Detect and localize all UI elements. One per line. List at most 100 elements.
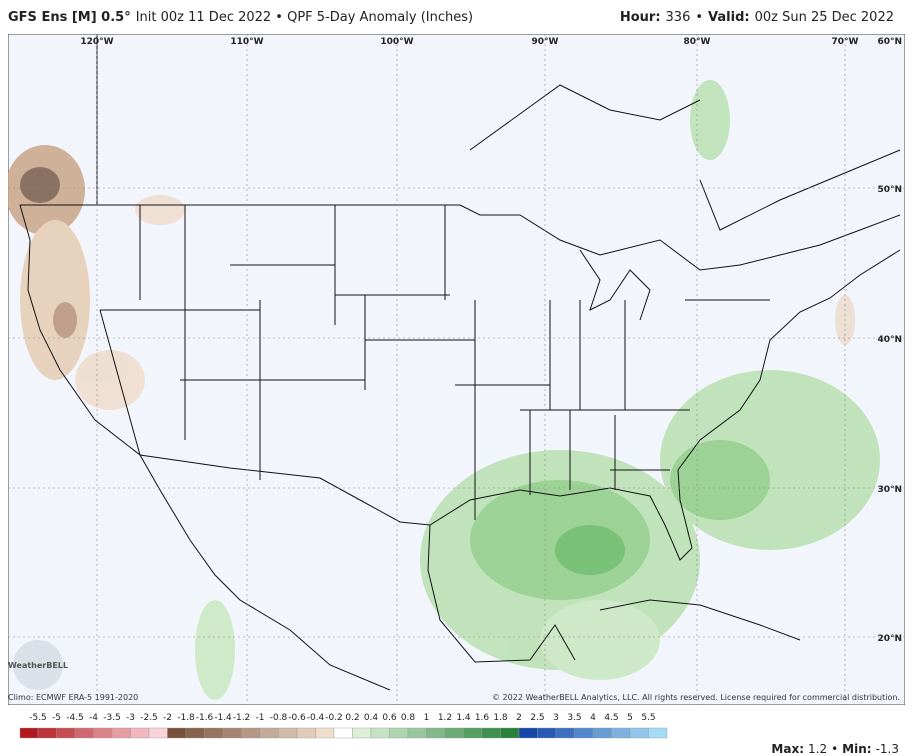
latitude-label: 60°N <box>877 37 902 47</box>
colorbar-label: 4 <box>590 713 596 723</box>
boundaries <box>19 34 901 691</box>
colorbar-swatch <box>74 727 94 739</box>
colorbar-swatch <box>592 727 612 739</box>
colorbar-label: 2 <box>516 713 522 723</box>
colorbar-swatch <box>111 727 131 739</box>
map: 120°W 110°W 100°W 90°W 80°W 70°W 60°N 50°N 40°N 3… <box>8 34 905 705</box>
colorbar-label: -1 <box>256 713 265 723</box>
latitude-label: 30°N <box>877 485 902 495</box>
colorbar-label: 1.2 <box>438 713 452 723</box>
header-right: Hour: 336 • Valid: 00z Sun 25 Dec 2022 <box>620 10 899 25</box>
colorbar-label: -1.2 <box>233 713 251 723</box>
colorbar-label: 1.4 <box>456 713 471 723</box>
wet-area <box>195 600 235 700</box>
separator: • <box>695 9 704 25</box>
colorbar-swatch <box>426 727 446 739</box>
colorbar-swatch <box>222 727 242 739</box>
max-label: Max: <box>771 742 804 756</box>
border <box>20 204 901 271</box>
latitude-label: 50°N <box>877 185 902 195</box>
coastline <box>139 249 901 561</box>
colorbar-swatch <box>370 727 390 739</box>
great-lakes <box>579 249 651 321</box>
colorbar-swatch <box>296 727 316 739</box>
colorbar-swatch <box>444 727 464 739</box>
colorbar-swatch <box>130 727 150 739</box>
colorbar-label: -2 <box>163 713 172 723</box>
latitude-label: 40°N <box>877 335 902 345</box>
wet-area <box>670 440 770 520</box>
min-label: Min: <box>842 742 872 756</box>
run-info: Init 00z 11 Dec 2022 • QPF 5-Day Anomaly… <box>135 9 474 25</box>
colorbar-swatch <box>333 727 353 739</box>
colorbar-label: -1.8 <box>177 713 195 723</box>
valid-label: Valid: <box>708 9 750 25</box>
colorbar-label: -0.6 <box>288 713 306 723</box>
colorbar-label: -5.5 <box>29 713 47 723</box>
colorbar-label: -4 <box>89 713 98 723</box>
colorbar-label: -1.4 <box>214 713 232 723</box>
colorbar-swatch <box>555 727 575 739</box>
colorbar-swatch <box>93 727 113 739</box>
colorbar-label: 0.6 <box>382 713 397 723</box>
border <box>469 84 701 151</box>
colorbar-label: 0.4 <box>364 713 379 723</box>
colorbar-label: 3.5 <box>567 713 581 723</box>
min-value: -1.3 <box>875 742 899 756</box>
colorbar-label: 4.5 <box>604 713 618 723</box>
colorbar-swatch <box>352 727 372 739</box>
longitude-label: 120°W <box>80 37 113 47</box>
colorbar-label: 3 <box>553 713 559 723</box>
dry-area <box>135 195 185 225</box>
colorbar-swatch <box>463 727 483 739</box>
colorbar-swatch <box>648 727 668 739</box>
model-name: GFS Ens [M] 0.5° <box>8 9 131 25</box>
colorbar-swatch <box>315 727 335 739</box>
header-left: GFS Ens [M] 0.5° Init 00z 11 Dec 2022 • Q… <box>8 10 478 25</box>
max-min: Max: 1.2 • Min: -1.3 <box>767 742 899 756</box>
colorbar-label: -0.4 <box>307 713 325 723</box>
colorbar-label: -3.5 <box>103 713 121 723</box>
logo-globe <box>13 640 63 690</box>
wet-area <box>540 600 660 680</box>
colorbar-label: 1.6 <box>475 713 490 723</box>
colorbar-swatch <box>167 727 187 739</box>
colorbar-swatch <box>19 727 39 739</box>
colorbar-label: 0.8 <box>401 713 416 723</box>
longitude-label: 110°W <box>230 37 263 47</box>
colorbar-label: -2.5 <box>140 713 158 723</box>
colorbar-swatch <box>278 727 298 739</box>
colorbar-swatch <box>537 727 557 739</box>
valid: 00z Sun 25 Dec 2022 <box>754 9 894 25</box>
colorbar-swatch <box>148 727 168 739</box>
colorbar-label: 2.5 <box>530 713 544 723</box>
colorbar-label: -0.2 <box>325 713 343 723</box>
coastline <box>427 524 576 663</box>
dry-area <box>20 167 60 203</box>
axis-labels: 120°W 110°W 100°W 90°W 80°W 70°W 60°N 50°N 40°N 3… <box>80 37 902 644</box>
colorbar-swatch <box>611 727 631 739</box>
coastline <box>599 599 801 641</box>
hour: 336 <box>665 9 691 25</box>
colorbar-label: -3 <box>126 713 135 723</box>
colorbar-swatch <box>185 727 205 739</box>
dry-area <box>53 302 77 338</box>
longitude-label: 70°W <box>832 37 859 47</box>
colorbar-swatch <box>407 727 427 739</box>
colorbar-label: -5 <box>52 713 61 723</box>
colorbar-label: 0.2 <box>345 713 359 723</box>
colorbar-swatch <box>518 727 538 739</box>
max-value: 1.2 <box>808 742 828 756</box>
latitude-label: 20°N <box>877 634 902 644</box>
longitude-label: 90°W <box>532 37 559 47</box>
grid-lines <box>8 34 905 705</box>
dry-area <box>75 350 145 410</box>
colorbar-swatch <box>574 727 594 739</box>
separator: • <box>831 742 839 756</box>
colorbar-swatch <box>500 727 520 739</box>
colorbar-label: -4.5 <box>66 713 84 723</box>
logo: WeatherBELL <box>8 661 68 670</box>
colorbar-swatch <box>204 727 224 739</box>
climo: Climo: ECMWF ERA-5 1991-2020 <box>8 693 138 702</box>
colorbar-label: -0.8 <box>270 713 288 723</box>
